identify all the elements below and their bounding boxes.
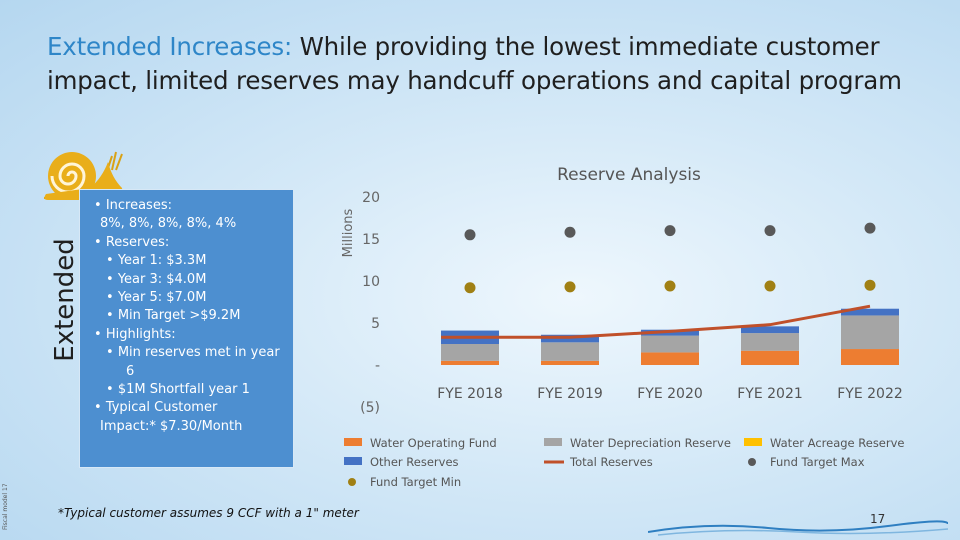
title-accent: Extended Increases:: [47, 32, 293, 61]
y-tick-label: 20: [362, 190, 380, 206]
reserve-item: Min Target >$9.2M: [117, 308, 241, 324]
legend-swatch: [744, 438, 762, 446]
bar-water-depreciation-reserve: [741, 333, 799, 351]
impact-value: Impact:* $7.30/Month: [100, 418, 243, 434]
point-fund-target-max: [764, 225, 776, 237]
x-tick-label: FYE 2019: [537, 386, 603, 402]
bar-water-depreciation-reserve: [641, 335, 699, 353]
total-reserves-line: [441, 304, 871, 339]
x-tick-label: FYE 2022: [837, 386, 903, 402]
y-tick-label: 15: [362, 232, 380, 248]
y-tick-label: -: [375, 358, 380, 374]
point-fund-target-min: [464, 282, 476, 294]
reserves-label: Reserves:: [105, 234, 170, 250]
highlight-item: $1M Shortfall year 1: [117, 382, 250, 398]
reserve-item: Year 1: $3.3M: [117, 253, 207, 269]
title-rest: While providing the lowest immediate cus…: [47, 32, 902, 95]
y-tick-label: 10: [362, 274, 380, 290]
legend-label: Total Reserves: [569, 455, 653, 469]
point-fund-target-max: [464, 229, 476, 241]
bar-water-operating-fund: [741, 350, 799, 365]
bar-water-depreciation-reserve: [441, 344, 499, 361]
highlight-item-cont: 6: [126, 363, 135, 379]
highlights-label: Highlights:: [105, 326, 176, 342]
footnote: *Typical customer assumes 9 CCF with a 1…: [58, 506, 359, 520]
bar-water-operating-fund: [441, 360, 499, 365]
panel-bullets: • Increases: 8%, 8%, 8%, 8%, 4% • Reserv…: [90, 197, 290, 436]
legend-swatch: [544, 438, 562, 446]
impact-label: Typical Customer: [105, 400, 218, 416]
point-fund-target-min: [864, 279, 876, 291]
bar-water-operating-fund: [641, 352, 699, 365]
legend-swatch: [344, 438, 362, 446]
legend-label: Fund Target Min: [370, 475, 461, 489]
reserve-item: Year 3: $4.0M: [117, 271, 207, 287]
legend-swatch: [748, 458, 756, 466]
x-tick-label: FYE 2018: [437, 386, 503, 402]
bar-water-depreciation-reserve: [541, 342, 599, 361]
bar-water-depreciation-reserve: [841, 315, 899, 350]
y-tick-label: 5: [371, 316, 380, 332]
legend-label: Water Depreciation Reserve: [570, 436, 731, 450]
x-tick-label: FYE 2021: [737, 386, 803, 402]
side-label: Extended: [50, 238, 80, 362]
legend-swatch: [344, 457, 362, 465]
info-panel: [79, 189, 294, 468]
point-fund-target-max: [564, 226, 576, 238]
y-tick-label: (5): [360, 400, 380, 416]
point-fund-target-min: [564, 281, 576, 293]
bar-other-reserves: [741, 326, 799, 334]
reserve-analysis-chart: Reserve Analysis Millions (5) - 5 10 15 20 FYE 2…: [341, 165, 905, 489]
bar-other-reserves: [841, 308, 899, 316]
legend-swatch: [348, 478, 356, 486]
slide-title: Extended Increases: While providing the …: [47, 30, 927, 98]
increases-values: 8%, 8%, 8%, 8%, 4%: [100, 216, 237, 232]
file-label: Fiscal model 17: [2, 483, 9, 530]
highlight-item: Min reserves met in year: [117, 345, 280, 361]
y-axis-label: Millions: [341, 208, 356, 257]
point-fund-target-min: [764, 280, 776, 292]
wave-decoration: [648, 520, 948, 536]
x-tick-label: FYE 2020: [637, 386, 703, 402]
point-fund-target-max: [664, 225, 676, 237]
legend-label: Fund Target Max: [770, 455, 865, 469]
increases-label: Increases:: [105, 198, 172, 213]
legend-label: Water Acreage Reserve: [770, 436, 905, 450]
legend-label: Other Reserves: [370, 455, 459, 469]
legend-label: Water Operating Fund: [370, 436, 497, 450]
point-fund-target-min: [664, 280, 676, 292]
point-fund-target-max: [864, 222, 876, 234]
reserve-item: Year 5: $7.0M: [117, 290, 207, 306]
chart-title: Reserve Analysis: [557, 165, 701, 185]
bar-water-operating-fund: [841, 349, 899, 365]
page-number: 17: [870, 512, 886, 526]
bar-water-operating-fund: [541, 360, 599, 365]
